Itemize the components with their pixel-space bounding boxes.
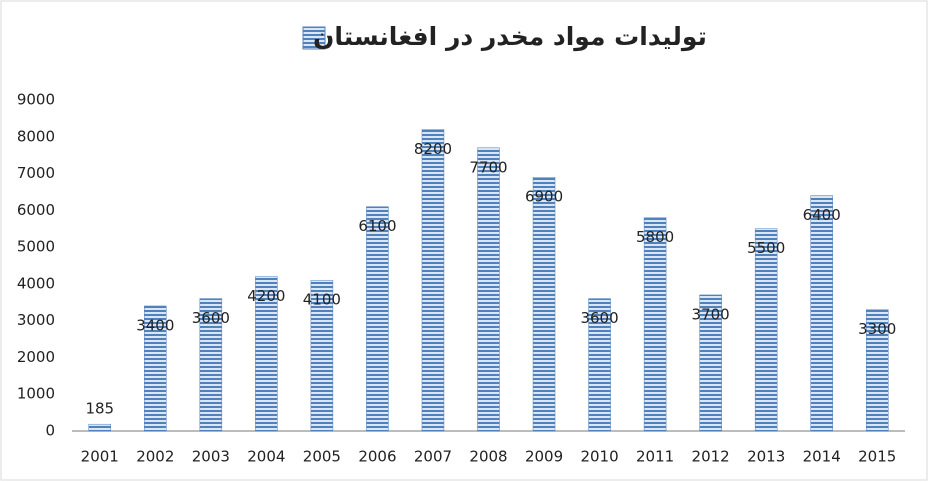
y-tick-label: 6000 [17,201,55,219]
bar [810,195,833,432]
bar [532,176,556,432]
bar [199,298,223,432]
x-tick-label: 2014 [803,448,841,466]
data-label: 6100 [358,217,396,235]
y-tick-label: 0 [45,422,55,440]
y-tick-label: 7000 [17,164,55,182]
bar [88,423,112,432]
x-tick-label: 2003 [192,448,230,466]
bar [366,206,389,432]
x-tick-label: 2005 [303,448,341,466]
data-label: 6900 [525,188,563,206]
x-tick-label: 2001 [81,448,119,466]
y-tick-label: 9000 [17,91,55,109]
x-tick-label: 2007 [414,448,452,466]
bar [144,305,167,432]
x-tick-label: 2008 [469,448,507,466]
data-label: 8200 [414,140,452,158]
bar [754,228,778,432]
data-label: 6400 [803,206,841,224]
x-tick-label: 2012 [692,448,730,466]
bar [865,309,889,432]
bar [477,147,500,432]
data-label: 5800 [636,228,674,246]
bar [421,129,445,432]
x-tick-label: 2002 [136,448,174,466]
y-tick-label: 2000 [17,348,55,366]
y-tick-label: 1000 [17,385,55,403]
x-tick-label: 2011 [636,448,674,466]
bar [255,276,278,432]
x-tick-label: 2015 [858,448,896,466]
x-tick-label: 2006 [358,448,396,466]
data-label: 3300 [858,320,896,338]
bar [310,279,334,432]
bar [699,294,722,432]
y-tick-label: 8000 [17,127,55,145]
y-tick-label: 5000 [17,238,55,256]
data-label: 4100 [303,291,341,309]
data-label: 3600 [580,309,618,327]
x-tick-label: 2013 [747,448,785,466]
y-tick-label: 4000 [17,274,55,292]
legend-label: تولیدات مواد مخدر در افغانستان [313,22,707,52]
x-tick-label: 2009 [525,448,563,466]
legend-swatch [302,26,326,50]
data-label: 7700 [469,158,507,176]
y-tick-label: 3000 [17,311,55,329]
data-label: 3400 [136,316,174,334]
data-label: 185 [85,400,114,418]
x-tick-label: 2010 [580,448,618,466]
data-label: 4200 [247,287,285,305]
data-label: 3700 [692,305,730,323]
data-label: 5500 [747,239,785,257]
x-tick-label: 2004 [247,448,285,466]
bar [588,298,611,432]
bar [643,217,667,432]
data-label: 3600 [192,309,230,327]
